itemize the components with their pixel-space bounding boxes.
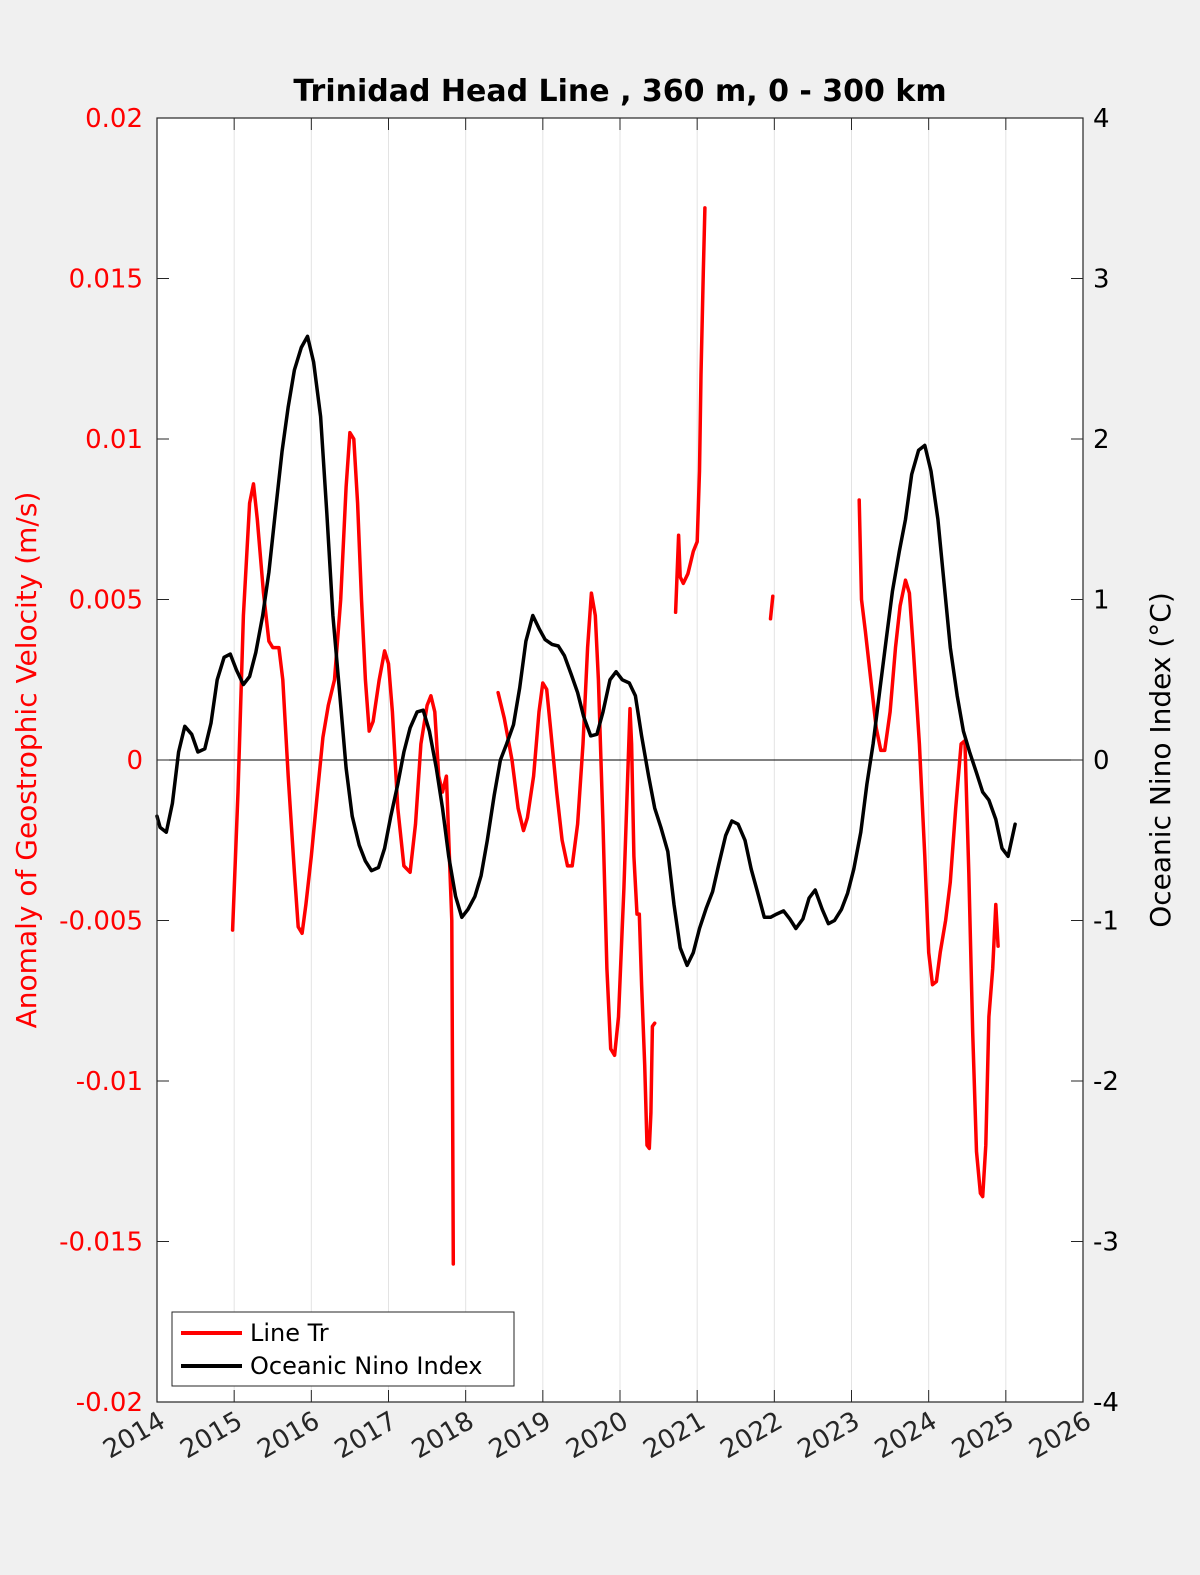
x-tick-label: 2018 bbox=[407, 1406, 479, 1465]
legend-label-line-tr: Line Tr bbox=[250, 1319, 329, 1347]
y-left-tick-label: -0.015 bbox=[59, 1228, 143, 1258]
x-tick-label: 2017 bbox=[330, 1406, 402, 1465]
x-tick-label: 2019 bbox=[484, 1406, 556, 1465]
series-line-line-tr bbox=[768, 594, 775, 621]
series-line-line-tr bbox=[857, 498, 1000, 1199]
y-right-tick-label: -2 bbox=[1093, 1067, 1119, 1097]
y-left-tick-label: 0.015 bbox=[69, 265, 143, 295]
series-line-oceanic-nino-index bbox=[155, 334, 1017, 968]
chart-title: Trinidad Head Line , 360 m, 0 - 300 km bbox=[293, 74, 946, 109]
y-right-tick-label: 3 bbox=[1093, 265, 1110, 295]
x-tick-label: 2023 bbox=[793, 1406, 865, 1465]
y-axis-left-label: Anomaly of Geostrophic Velocity (m/s) bbox=[10, 492, 43, 1029]
y-left-tick-label: -0.005 bbox=[59, 907, 143, 937]
y-right-tick-label: 2 bbox=[1093, 425, 1110, 455]
y-right-tick-label: -3 bbox=[1093, 1228, 1119, 1258]
y-right-tick-label: 0 bbox=[1093, 746, 1110, 776]
y-right-tick-label: -4 bbox=[1093, 1388, 1119, 1418]
y-axis-right: 4 3 2 1 0 -1 -2 -3 -4 bbox=[1071, 104, 1119, 1418]
y-left-tick-label: -0.02 bbox=[76, 1388, 143, 1418]
x-tick-label: 2026 bbox=[1024, 1406, 1096, 1465]
x-tick-label: 2022 bbox=[716, 1406, 788, 1465]
series-layer bbox=[155, 206, 1017, 1266]
y-left-tick-label: -0.01 bbox=[76, 1067, 143, 1097]
y-right-tick-label: 4 bbox=[1093, 104, 1110, 134]
series-line-line-tr bbox=[230, 430, 456, 1266]
x-tick-label: 2025 bbox=[947, 1406, 1019, 1465]
legend-box bbox=[171, 1311, 515, 1387]
y-axis-left: 0.02 0.015 0.01 0.005 0 -0.005 -0.01 -0.015 -0.0… bbox=[59, 104, 169, 1418]
series-line-line-tr bbox=[673, 206, 707, 615]
y-left-tick-label: 0.005 bbox=[69, 586, 143, 616]
x-tick-label: 2015 bbox=[175, 1406, 247, 1465]
y-right-tick-label: 1 bbox=[1093, 586, 1110, 616]
y-left-tick-label: 0 bbox=[126, 746, 143, 776]
legend-label-oni: Oceanic Nino Index bbox=[250, 1352, 482, 1380]
x-tick-label: 2020 bbox=[561, 1406, 633, 1465]
y-left-tick-label: 0.01 bbox=[85, 425, 143, 455]
series-line-line-tr bbox=[496, 591, 657, 1151]
y-right-tick-label: -1 bbox=[1093, 907, 1119, 937]
x-tick-label: 2021 bbox=[638, 1406, 710, 1465]
y-axis-right-label: Oceanic Nino Index (°C) bbox=[1144, 592, 1177, 928]
x-tick-label: 2016 bbox=[253, 1406, 325, 1465]
x-tick-label: 2024 bbox=[870, 1406, 942, 1465]
legend: Line Tr Oceanic Nino Index bbox=[171, 1311, 515, 1387]
y-left-tick-label: 0.02 bbox=[85, 104, 143, 134]
